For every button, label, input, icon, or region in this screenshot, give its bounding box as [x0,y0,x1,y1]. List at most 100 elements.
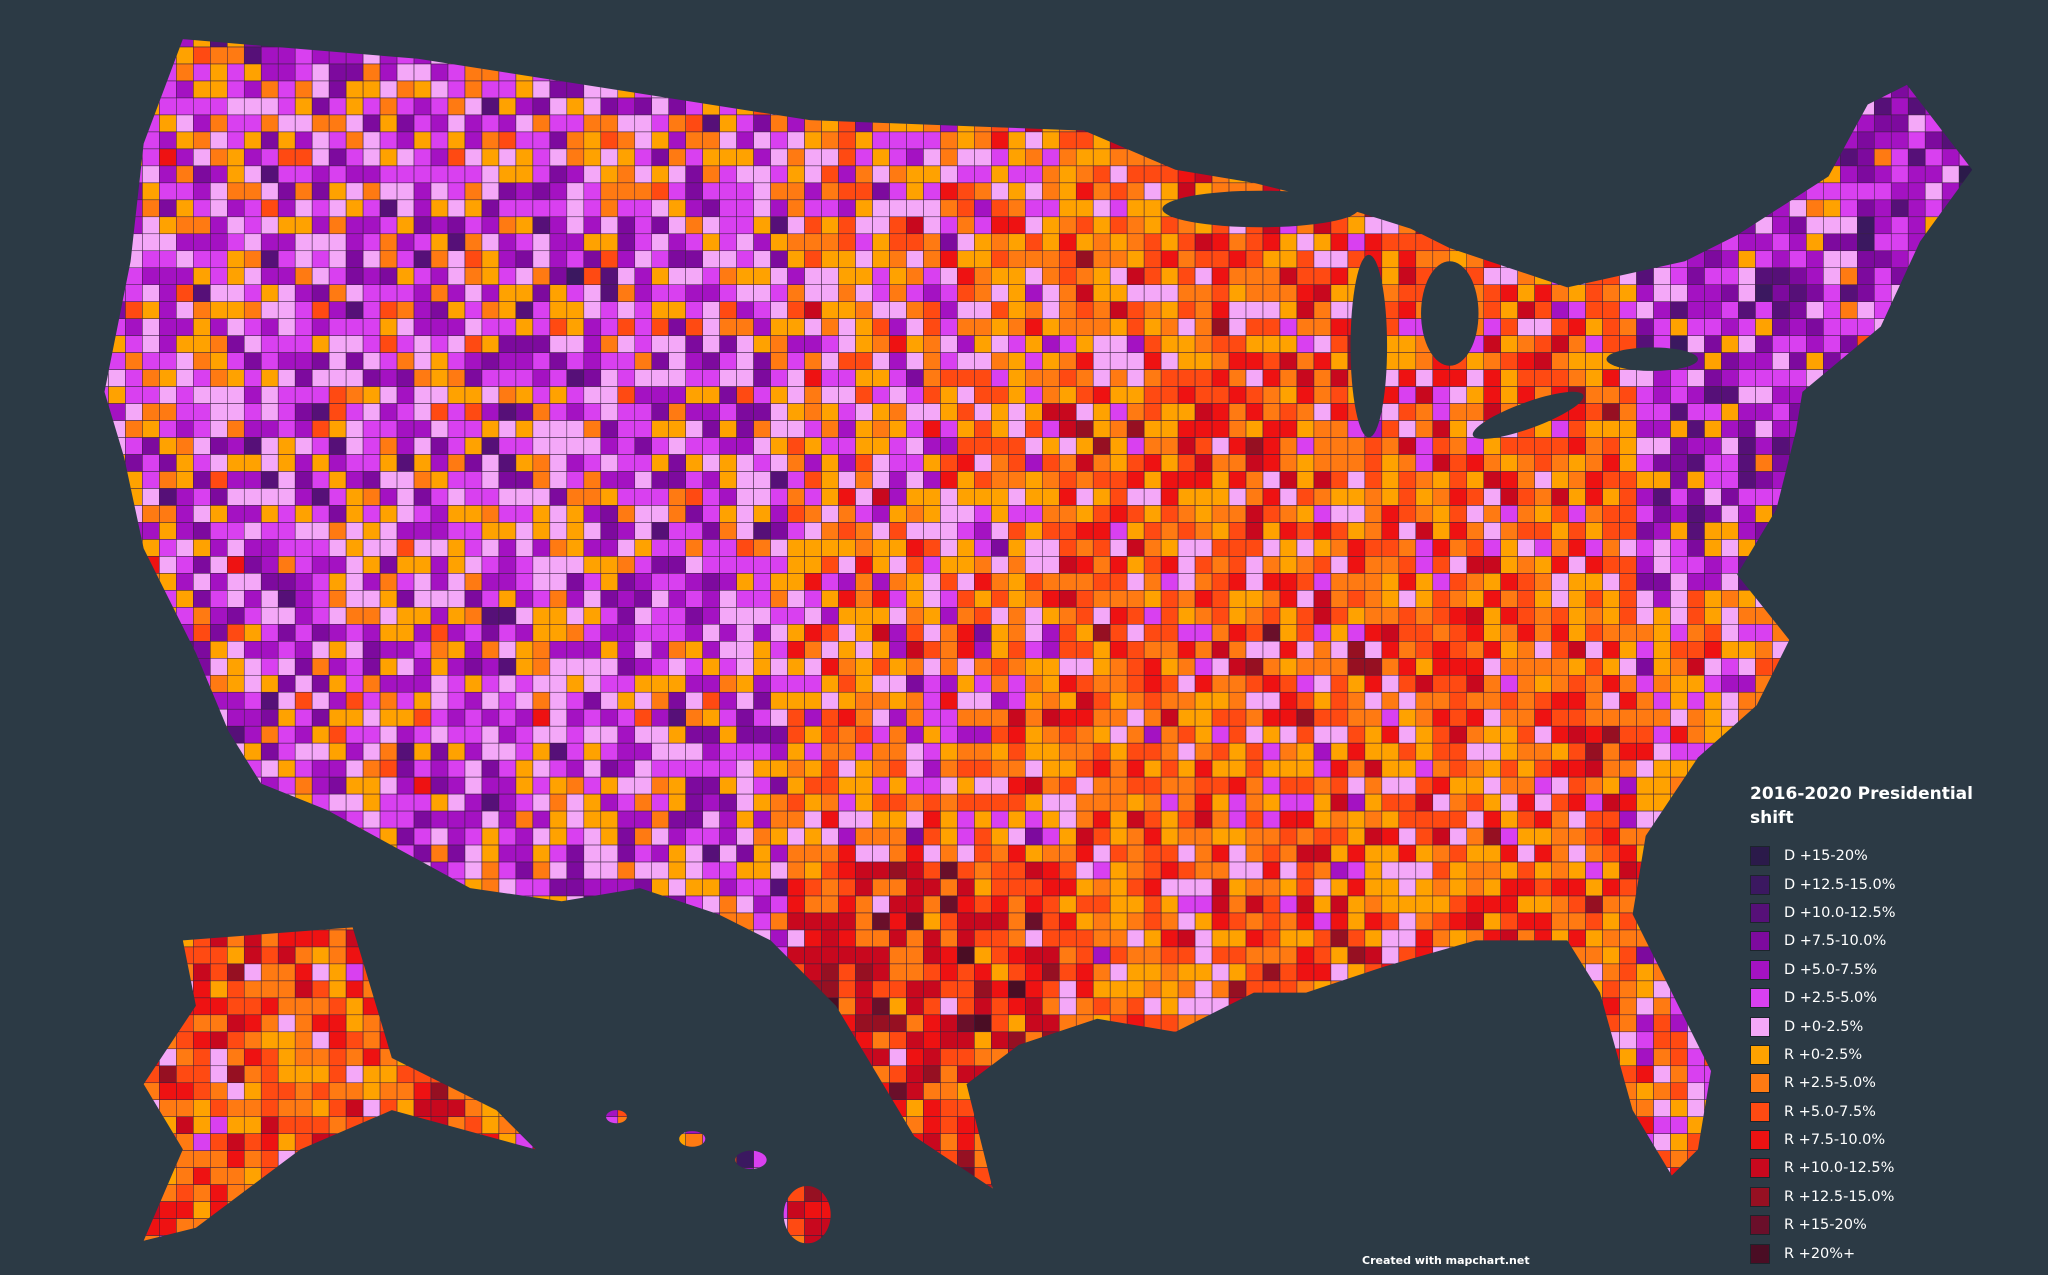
county [991,233,1009,252]
county [1211,39,1230,48]
county [668,437,686,455]
county [651,97,669,116]
county [1840,742,1858,761]
county [600,624,619,642]
county [617,182,636,201]
county [1857,471,1875,489]
county [1958,233,1973,252]
county [1058,386,1077,404]
county [1857,63,1875,82]
county [702,114,720,133]
county [1653,607,1671,625]
county [1398,488,1417,506]
county [413,46,432,65]
county [243,708,262,727]
county [328,691,347,710]
county [294,759,313,778]
county [702,759,720,778]
county [787,216,805,235]
county [1517,708,1535,727]
county [104,335,109,353]
county [277,607,296,625]
county [1092,454,1111,472]
county [1398,420,1417,438]
county [1466,522,1484,540]
county [583,352,602,370]
county [1806,488,1824,506]
county [108,233,126,252]
county [1381,165,1400,184]
county [142,318,160,336]
county [600,216,619,235]
county [243,199,262,218]
county [1806,97,1824,116]
county [1177,131,1196,150]
county [1262,335,1281,353]
county [159,250,177,269]
county [974,182,992,201]
county [260,725,279,744]
county [193,742,211,761]
county [1313,590,1332,608]
county [703,13,720,30]
county [1517,131,1535,150]
county [923,759,941,778]
county [328,590,347,608]
county [498,301,517,319]
county [974,590,992,608]
county [651,539,669,557]
county [1941,250,1960,269]
county [1738,674,1756,693]
county [1245,742,1264,761]
county [1907,114,1926,133]
county [311,658,330,676]
county [736,386,754,404]
county [1772,522,1790,540]
county [600,658,619,676]
county [583,674,602,693]
county [1449,708,1468,727]
county [1789,46,1807,65]
county [1840,267,1858,285]
county [787,708,805,727]
county [1483,658,1501,676]
county [481,454,500,472]
county [159,505,177,523]
county [838,658,856,676]
county [1687,454,1705,472]
county [668,335,686,353]
county [1840,556,1858,574]
county [838,46,856,65]
county [328,471,347,489]
county [1483,454,1501,472]
county [821,471,839,489]
county [1042,742,1060,761]
county [159,284,177,302]
county [260,607,279,625]
county [1670,131,1688,150]
county [685,114,703,133]
county [447,131,466,150]
county [753,471,771,489]
county [447,97,466,116]
county [227,335,245,353]
county [464,488,483,506]
county [1534,131,1552,150]
county [104,182,109,201]
county [838,691,856,710]
county [1126,386,1145,404]
county [447,725,466,744]
county [1126,46,1145,65]
county [1042,708,1060,727]
county [1449,658,1468,676]
county [1789,403,1807,421]
county [1755,250,1773,269]
county [227,267,245,285]
county [1365,13,1382,30]
county [1262,148,1281,167]
county [1500,284,1518,302]
county [1075,522,1094,540]
county [1755,454,1773,472]
county [1534,437,1552,455]
county [1619,46,1637,65]
